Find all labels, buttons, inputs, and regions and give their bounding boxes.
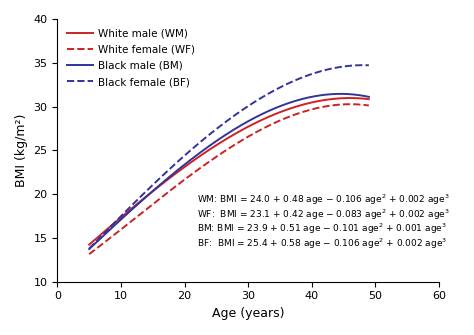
Line: White male (WM): White male (WM) <box>89 98 369 245</box>
Legend: White male (WM), White female (WF), Black male (BM), Black female (BF): White male (WM), White female (WF), Blac… <box>63 24 199 91</box>
White female (WF) <box>221 150 227 154</box>
White female (WF) <box>316 106 321 110</box>
Black male (BM) <box>253 115 258 119</box>
Black male (BM) <box>237 124 243 128</box>
Black female (BF) <box>359 63 365 67</box>
Black female (BF) <box>253 99 258 103</box>
Black female (BF) <box>316 70 321 74</box>
White male (WM) <box>219 140 225 144</box>
Black female (BF) <box>219 123 225 127</box>
Black male (BM) <box>86 247 92 251</box>
Black male (BM) <box>338 92 344 96</box>
Black male (BM) <box>360 94 365 98</box>
White female (WF) <box>237 139 243 143</box>
White female (WF) <box>366 104 372 108</box>
White male (WM) <box>86 243 92 247</box>
Black female (BF) <box>221 121 227 125</box>
Line: White female (WF): White female (WF) <box>89 104 369 254</box>
Black male (BM) <box>316 93 321 97</box>
Text: BM: BMI = 23.9 + 0.51 age − 0.101 age$^{2}$ + 0.001 age$^{3}$: BM: BMI = 23.9 + 0.51 age − 0.101 age$^{… <box>197 222 447 236</box>
White male (WM) <box>253 121 258 125</box>
Black male (BM) <box>219 135 225 139</box>
Black female (BF) <box>86 247 92 251</box>
Text: BF:  BMI = 25.4 + 0.58 age − 0.106 age$^{2}$ + 0.002 age$^{3}$: BF: BMI = 25.4 + 0.58 age − 0.106 age$^{… <box>197 236 447 251</box>
White male (WM) <box>347 96 353 100</box>
White female (WF) <box>347 102 353 106</box>
White female (WF) <box>253 130 258 134</box>
Line: Black female (BF): Black female (BF) <box>89 65 369 249</box>
White female (WF) <box>360 103 365 107</box>
Black male (BM) <box>221 134 227 138</box>
Black female (BF) <box>237 109 243 113</box>
White female (WF) <box>86 252 92 256</box>
White male (WM) <box>237 129 243 133</box>
Text: WM: BMI = 24.0 + 0.48 age − 0.106 age$^{2}$ + 0.002 age$^{3}$: WM: BMI = 24.0 + 0.48 age − 0.106 age$^{… <box>197 193 450 207</box>
Black female (BF) <box>360 63 366 67</box>
White male (WM) <box>366 97 372 101</box>
White male (WM) <box>360 96 365 100</box>
Y-axis label: BMI (kg/m²): BMI (kg/m²) <box>15 114 28 187</box>
White female (WF) <box>219 151 225 155</box>
Black male (BM) <box>366 95 372 99</box>
Text: WF:  BMI = 23.1 + 0.42 age − 0.083 age$^{2}$ + 0.002 age$^{3}$: WF: BMI = 23.1 + 0.42 age − 0.083 age$^{… <box>197 207 450 222</box>
White male (WM) <box>316 99 321 103</box>
Line: Black male (BM): Black male (BM) <box>89 94 369 249</box>
Black female (BF) <box>366 63 372 67</box>
White male (WM) <box>221 139 227 143</box>
X-axis label: Age (years): Age (years) <box>212 307 284 320</box>
